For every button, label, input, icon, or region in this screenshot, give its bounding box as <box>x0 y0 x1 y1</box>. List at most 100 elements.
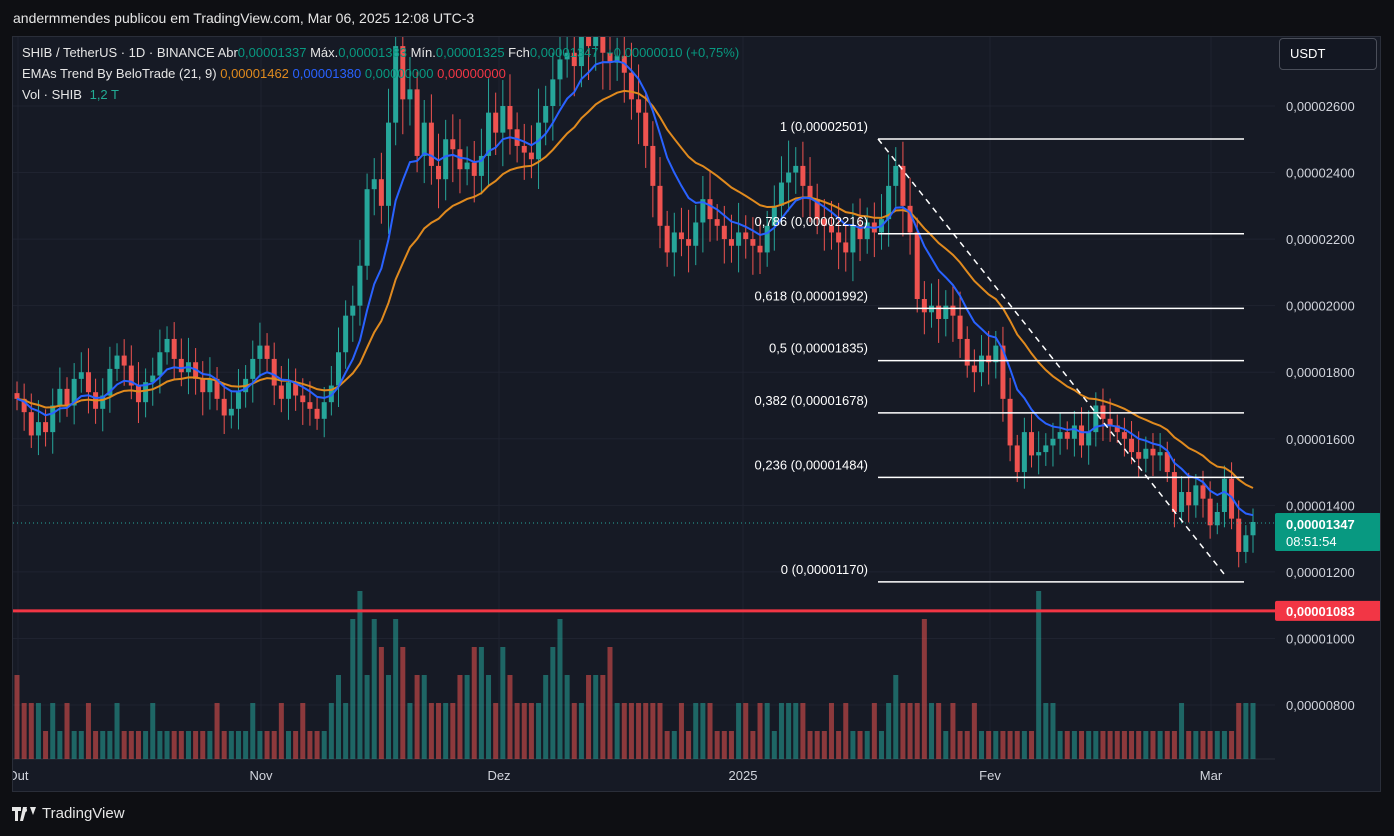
fib-level-label: 0,786 (0,00002216) <box>755 214 868 229</box>
candle-body <box>1007 398 1013 446</box>
volume-bar <box>1186 731 1192 759</box>
volume-bar <box>914 703 920 759</box>
candle-body <box>564 52 570 60</box>
candle-body <box>271 358 277 386</box>
volume-bar <box>78 731 84 759</box>
candle-body <box>571 52 577 67</box>
candle-body <box>250 358 256 379</box>
volume-bar <box>886 703 892 759</box>
candle-body <box>421 122 427 156</box>
volume-bar <box>1029 731 1035 759</box>
volume-bar <box>57 731 63 759</box>
symbol-label[interactable]: SHIB / TetherUS · 1D · BINANCE <box>22 45 215 60</box>
volume-bar <box>986 731 992 759</box>
volume-bar <box>28 703 34 759</box>
ema-value-1: 0,00001380 <box>288 66 362 81</box>
volume-bar <box>414 675 420 759</box>
candle-body <box>164 338 170 353</box>
candle-body <box>264 345 270 359</box>
fib-level-label: 0,5 (0,00001835) <box>769 341 868 356</box>
x-axis-tick: 2025 <box>729 768 758 783</box>
candle-body <box>1236 518 1242 552</box>
volume-bar <box>214 703 220 759</box>
legend-ema-row: EMAs Trend By BeloTrade (21, 9) 0,000014… <box>22 66 506 81</box>
candle-body <box>893 165 899 186</box>
candle-body <box>979 355 985 373</box>
volume-bar <box>1043 703 1049 759</box>
candle-body <box>1064 432 1070 439</box>
candle-body <box>914 232 920 300</box>
candle-body <box>686 239 692 246</box>
volume-bar <box>543 675 549 759</box>
candle-body <box>693 222 699 246</box>
volume-bar <box>764 703 770 759</box>
candle-body <box>450 139 456 150</box>
volume-bar <box>593 675 599 759</box>
volume-bar <box>107 731 113 759</box>
volume-bar <box>650 703 656 759</box>
volume-bar <box>771 731 777 759</box>
candle-body <box>1121 432 1127 439</box>
volume-bar <box>936 703 942 759</box>
volume-bar <box>636 703 642 759</box>
volume-bar <box>1050 703 1056 759</box>
volume-value: 1,2 T <box>89 87 119 102</box>
volume-bar <box>907 703 913 759</box>
candle-body <box>650 145 656 186</box>
volume-bar <box>1157 731 1163 759</box>
volume-bar <box>643 703 649 759</box>
candle-body <box>350 305 356 316</box>
volume-bar <box>586 675 592 759</box>
candle-body <box>1186 492 1192 506</box>
ema-title[interactable]: EMAs Trend By BeloTrade (21, 9) <box>22 66 217 81</box>
volume-bar <box>478 647 484 759</box>
candle-body <box>357 265 363 306</box>
footer-brand[interactable]: TradingView <box>12 805 125 822</box>
candle-body <box>971 365 977 373</box>
candle-body <box>607 52 613 63</box>
candle-body <box>543 106 549 123</box>
candle-body <box>235 392 241 409</box>
volume-bar <box>271 731 277 759</box>
volume-bar <box>1179 703 1185 759</box>
candle-body <box>771 205 777 226</box>
x-axis-tick: Fev <box>979 768 1001 783</box>
currency-button[interactable]: USDT <box>1279 38 1377 70</box>
volume-bar <box>964 731 970 759</box>
volume-bar <box>114 703 120 759</box>
candle-body <box>1179 492 1185 512</box>
volume-bar <box>857 731 863 759</box>
candle-body <box>228 408 234 416</box>
volume-bar <box>328 703 334 759</box>
candle-body <box>200 378 206 393</box>
volume-bar <box>250 703 256 759</box>
volume-bar <box>836 731 842 759</box>
candle-body <box>393 46 399 123</box>
volume-bar <box>828 703 834 759</box>
volume-bar <box>1100 731 1106 759</box>
candle-body <box>986 355 992 363</box>
volume-bar <box>928 703 934 759</box>
ohlc-value-0: 0,00001337 <box>237 45 307 60</box>
volume-bar <box>307 731 313 759</box>
candle-body <box>671 232 677 253</box>
volume-bar <box>1136 731 1142 759</box>
volume-label[interactable]: Vol · SHIB <box>22 87 82 102</box>
candle-body <box>1043 445 1049 453</box>
candle-body <box>886 185 892 220</box>
volume-bar <box>43 731 49 759</box>
candle-body <box>100 395 106 409</box>
candle-body <box>764 225 770 253</box>
candle-body <box>1150 448 1156 456</box>
chart-area[interactable]: 0,00002600 0,00002400 0,00002200 0,00002000… <box>12 36 1381 792</box>
volume-bar <box>185 731 191 759</box>
volume-bar <box>536 703 542 759</box>
price-chart[interactable]: 0,00002600 0,00002400 0,00002200 0,00002000… <box>13 37 1381 792</box>
candle-body <box>778 182 784 206</box>
candle-body <box>1114 425 1120 433</box>
candle-body <box>1129 438 1135 453</box>
volume-bar <box>221 731 227 759</box>
volume-bar <box>721 731 727 759</box>
volume-bar <box>200 731 206 759</box>
volume-bar <box>1193 731 1199 759</box>
